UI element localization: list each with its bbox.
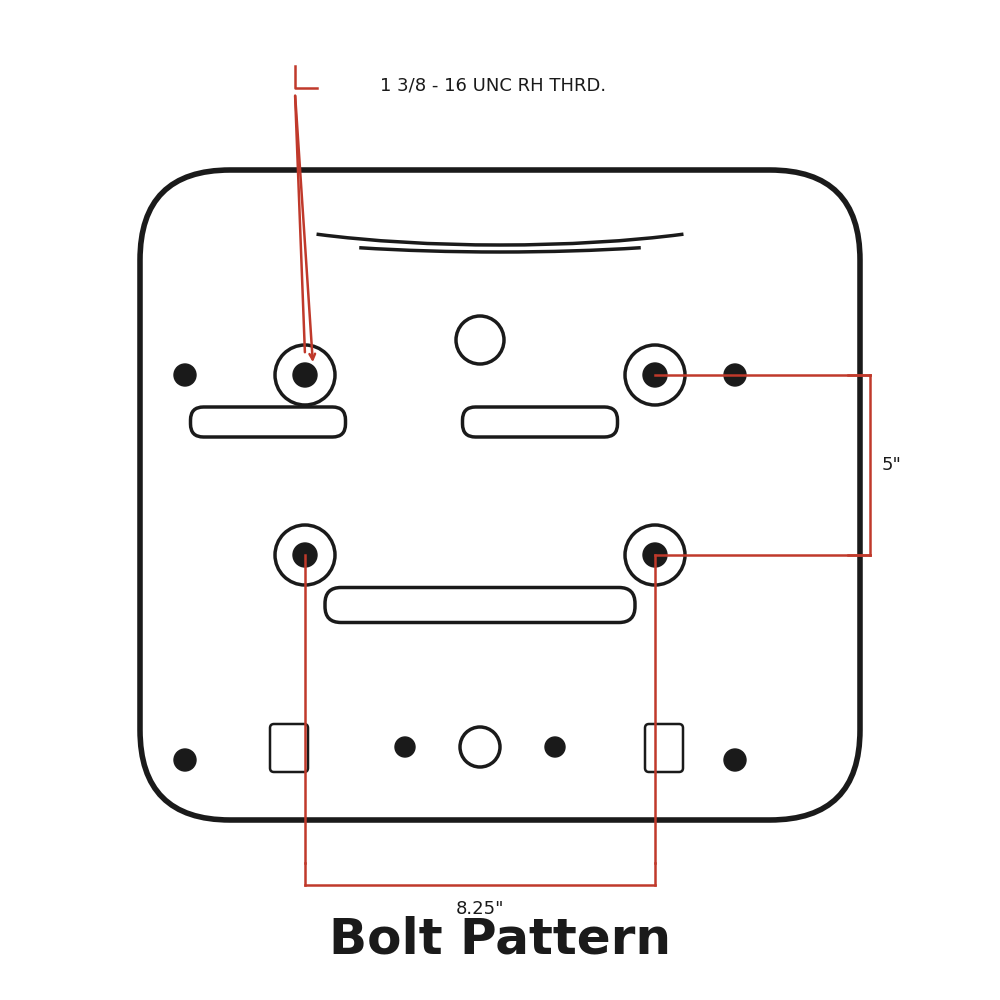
Circle shape	[625, 345, 685, 405]
Circle shape	[724, 749, 746, 771]
FancyBboxPatch shape	[645, 724, 683, 772]
FancyBboxPatch shape	[140, 170, 860, 820]
Circle shape	[174, 364, 196, 386]
Text: Bolt Pattern: Bolt Pattern	[329, 916, 671, 964]
Circle shape	[643, 543, 667, 567]
Circle shape	[293, 363, 317, 387]
Text: 8.25": 8.25"	[456, 900, 504, 918]
FancyBboxPatch shape	[190, 407, 346, 437]
Circle shape	[174, 749, 196, 771]
Circle shape	[275, 525, 335, 585]
FancyBboxPatch shape	[325, 587, 635, 622]
FancyBboxPatch shape	[462, 407, 618, 437]
Text: 5": 5"	[882, 456, 902, 474]
FancyBboxPatch shape	[270, 724, 308, 772]
Circle shape	[460, 727, 500, 767]
Text: 1 3/8 - 16 UNC RH THRD.: 1 3/8 - 16 UNC RH THRD.	[380, 76, 606, 94]
Circle shape	[395, 737, 415, 757]
Circle shape	[643, 363, 667, 387]
Circle shape	[625, 525, 685, 585]
Circle shape	[724, 364, 746, 386]
Circle shape	[456, 316, 504, 364]
Circle shape	[275, 345, 335, 405]
Circle shape	[293, 543, 317, 567]
Circle shape	[545, 737, 565, 757]
